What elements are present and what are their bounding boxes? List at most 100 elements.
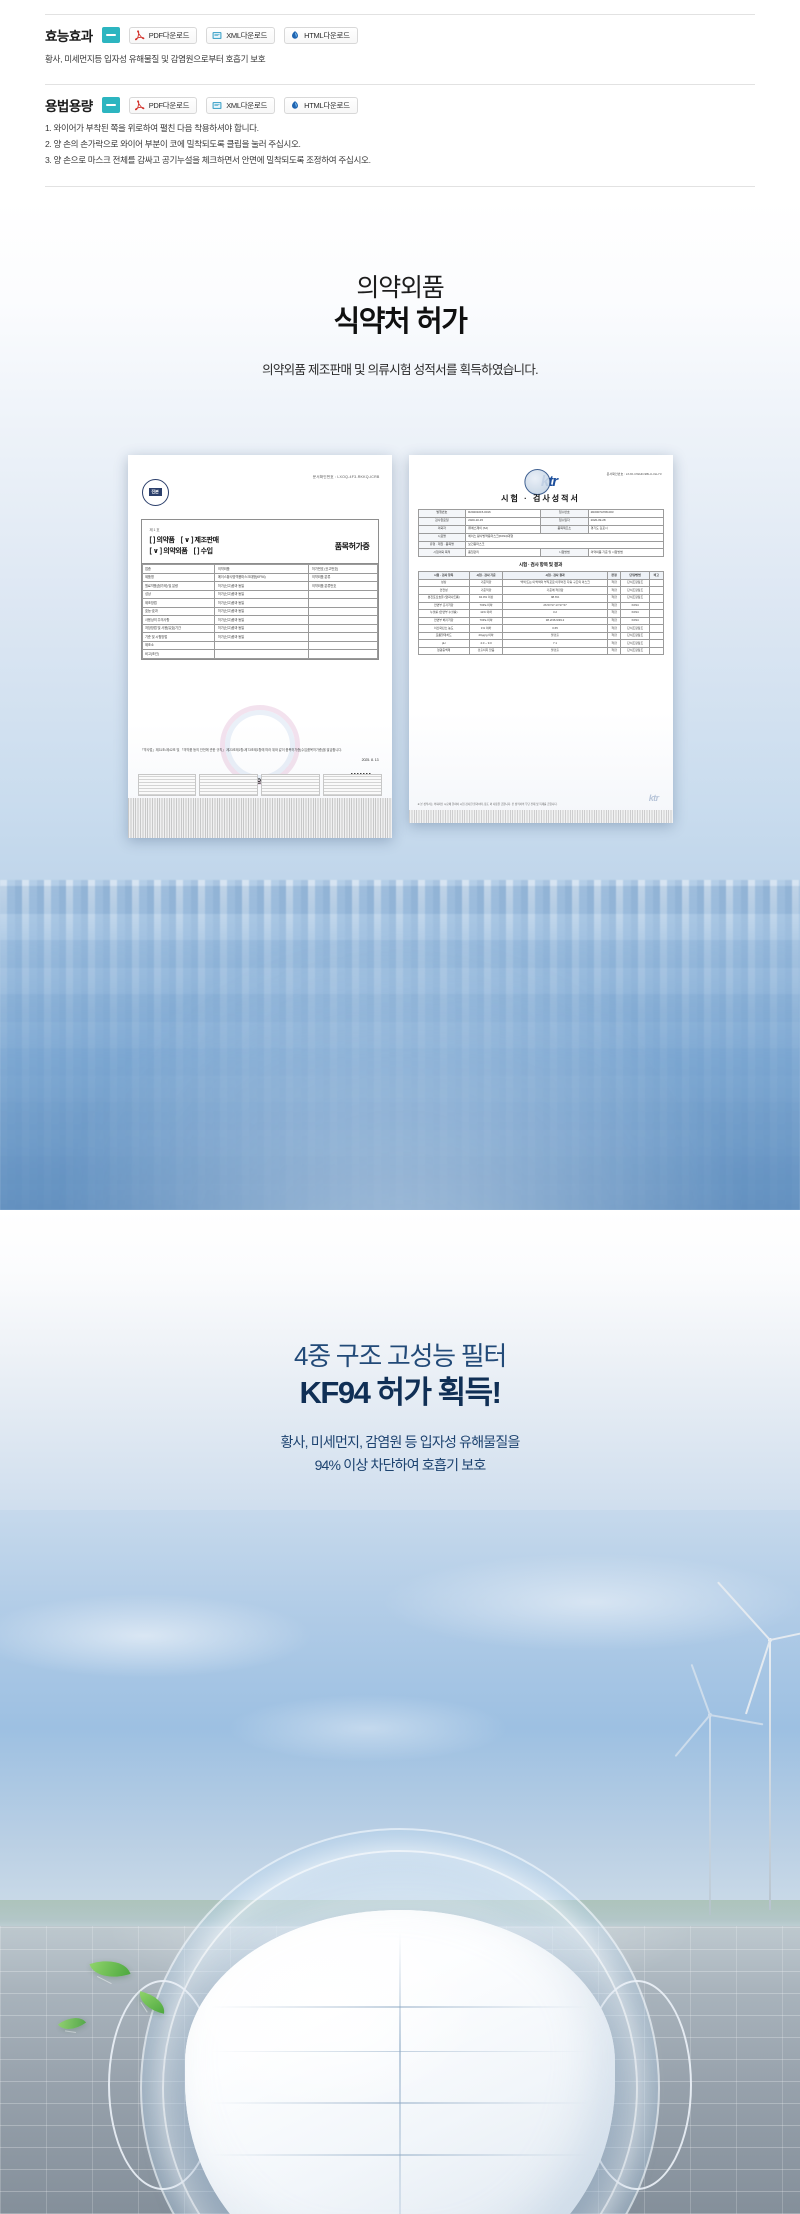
efficacy-collapse-toggle[interactable]	[101, 27, 120, 43]
license-check-2: [ ∨ ] 의약외품	[149, 548, 188, 556]
pdf-icon	[134, 99, 145, 110]
cell: KF94	[620, 601, 650, 611]
list-item	[199, 773, 258, 796]
row-extra	[308, 632, 378, 642]
dosage-body: 1. 와이어가 부착된 쪽을 위로하여 펼친 다음 착용하셔야 합니다. 2. …	[45, 121, 371, 169]
license-permit-box: 제 1 호 [ ] 의약품 [ ∨ ] 제조판매 [ ∨ ] 의약외품 [ ] …	[140, 518, 379, 660]
row-value: 허가(신고)증과 동일	[214, 615, 310, 625]
row-extra	[308, 623, 378, 634]
efficacy-pdf-download-button[interactable]: PDF다운로드	[128, 26, 198, 44]
table-row: 업종 의약외품 허가번호 (신고번호)	[141, 564, 378, 574]
report-results-title: 시험 · 검사 항목 및 결과	[519, 562, 562, 568]
row-key: 발행번호	[417, 508, 467, 518]
authenticity-stamp-icon: 진본	[141, 478, 169, 506]
efficacy-html-download-button[interactable]: HTML다운로드	[284, 26, 358, 44]
report-results-head: 시험 · 검사 항목 시험 · 검사 기준 시험 · 검사 결과 판정 단위/방…	[417, 571, 664, 580]
row-label: 성상	[141, 589, 216, 600]
certification-background-photo	[0, 880, 800, 1210]
row-value: ㈜에스제이 (SJ)	[465, 524, 541, 534]
cell: 적합	[606, 646, 622, 656]
table-row: 시료명 에이스 황사방역용마스크(KF94)대형	[417, 532, 664, 542]
row-label: 제품명	[141, 572, 216, 583]
efficacy-xml-label: XML다운로드	[226, 30, 268, 40]
license-check-col-left: [ ] 의약품 [ ∨ ] 제조판매 [ ∨ ] 의약외품 [ ] 수입	[150, 535, 329, 557]
row-value: 허가(신고)증과 동일	[214, 589, 310, 600]
certificate-manufacturing-license[interactable]: 문서확인번호 : LXOQ-4F3-RKKQ-ICRB 진본 제 1 호 [ ]…	[127, 454, 392, 838]
license-inner: 문서확인번호 : LXOQ-4F3-RKKQ-ICRB 진본 제 1 호 [ ]…	[127, 455, 392, 838]
cell: 적합	[606, 631, 622, 641]
certification-kicker: 의약외품	[356, 274, 444, 302]
report-title: 시험 · 검사성적서	[501, 493, 580, 503]
efficacy-xml-download-button[interactable]: XML다운로드	[206, 26, 276, 44]
cell: 70Pa 이하	[468, 616, 504, 626]
row-extra	[308, 615, 378, 625]
cell: 분진포집효율 (염화나트륨)	[417, 593, 470, 603]
row-key: 유형 · 재질 · 품목명	[417, 540, 467, 550]
row-value: 에이스황사방역용마스크대형(KF94)	[214, 572, 310, 583]
table-row: 포름알데히드 20μg/g 이하 불검출 적합 단서조항참조	[417, 631, 664, 641]
table-row: 제조방법 허가(신고)증과 동일	[141, 598, 378, 608]
cell	[648, 639, 664, 648]
license-check-2b: [ ] 수입	[193, 548, 213, 556]
table-row: 발행번호 R20201015-0016 접수번호 2R2007A708-003	[417, 508, 664, 518]
stamp-label: 진본	[148, 488, 162, 497]
kf94-mask-product-image	[185, 1910, 615, 2214]
report-results-body: 성상 기준적합 백색 또는 미백색의 부직포로 이루어진 다층 구조의 마스크 …	[417, 578, 664, 656]
cell: 성상	[417, 578, 470, 588]
row-value: 허가(신고)증과 동일	[214, 581, 310, 591]
cell: 불검출	[502, 631, 608, 641]
divider-top	[45, 14, 755, 15]
license-certificate-title: 품목허가증	[334, 541, 370, 551]
col-header: 시험 · 검사 기준	[468, 571, 504, 580]
license-legal-note-block: 「약사법」제31조・제42조 및 「의약품 등의 안전에 관한 규칙」 제23조…	[141, 748, 379, 764]
row-key2: 품목제조소	[540, 524, 589, 534]
row-value2: 의약외품 기준 및 시험방법	[587, 548, 664, 558]
ktr-logo: ktr	[523, 468, 558, 495]
row-key2: 접수일자	[540, 516, 589, 526]
license-check-1b: [ ∨ ] 제조판매	[180, 536, 219, 544]
dosage-title: 용법용량	[45, 99, 93, 114]
cell	[648, 646, 664, 656]
efficacy-pdf-label: PDF다운로드	[148, 30, 190, 40]
cell: 3.2	[502, 609, 608, 618]
cell	[648, 601, 664, 611]
kf94-heading: 4중 구조 고성능 필터 KF94 허가 획득! 황사, 미세먼지, 감염원 등…	[0, 1210, 800, 1476]
license-verify-code: 문서확인번호 : LXOQ-4F3-RKKQ-ICRB	[312, 474, 380, 479]
cell	[648, 593, 664, 603]
table-row: 원료약품(첨가제) 및 분량 허가(신고)증과 동일 의약외품 분류번호	[141, 581, 378, 591]
certification-subtitle: 의약외품 제조판매 및 의류시험 성적서를 획득하였습니다.	[262, 362, 539, 377]
license-permit-head: 제 1 호 [ ] 의약품 [ ∨ ] 제조판매 [ ∨ ] 의약외품 [ ] …	[141, 520, 378, 565]
cell: 적합	[606, 593, 622, 603]
windmill-right-far	[674, 1663, 764, 1915]
watermark-seal-icon	[219, 704, 300, 785]
row-value: 에이스 황사방역용마스크(KF94)대형	[465, 532, 664, 542]
cell: 20μg/g 이하	[468, 631, 504, 641]
dosage-pdf-download-button[interactable]: PDF다운로드	[128, 96, 198, 114]
row-extra	[308, 649, 378, 659]
row-value2: 2020-09-28	[587, 516, 664, 526]
license-page-thumbnails	[137, 773, 382, 796]
license-table-body: 업종 의약외품 허가번호 (신고번호) 제품명 에이스황사방역용마스크대형(KF…	[141, 564, 378, 659]
row-value: 의약외품	[214, 564, 310, 574]
row-value: 허가(신고)증과 동일	[214, 598, 310, 608]
table-row: 사용상의 주의사항 허가(신고)증과 동일	[141, 615, 378, 625]
dosage-header: 용법용량 PDF다운로드 XML다운로드	[45, 95, 358, 115]
cell: 적합	[606, 578, 622, 588]
dosage-collapse-toggle[interactable]	[101, 97, 120, 113]
dosage-xml-download-button[interactable]: XML다운로드	[206, 96, 276, 114]
col-header: 판정	[606, 571, 622, 580]
cell	[648, 609, 664, 618]
drug-info-section: 효능효과 PDF다운로드 XML다운로드	[0, 0, 800, 200]
row-value2: 경기도 김포시	[587, 524, 664, 534]
certificate-test-report[interactable]: 문서확인번호 : LXJO-CWHD-9BLU-3LLY3 ktr 시험 · 검…	[408, 454, 673, 823]
dosage-html-download-button[interactable]: HTML다운로드	[284, 96, 358, 114]
certification-heading: 의약외품 식약처 허가 의약외품 제조판매 및 의류시험 성적서를 획득하였습니…	[0, 200, 800, 378]
table-row: 성상 허가(신고)증과 동일	[141, 589, 378, 600]
ktr-seal-icon	[523, 468, 550, 495]
report-meta-body: 발행번호 R20201015-0016 접수번호 2R2007A708-003 …	[417, 508, 664, 558]
cell: 0.65	[502, 624, 608, 633]
table-row: 제조소	[141, 640, 378, 651]
kf94-description-line-1: 황사, 미세먼지, 감염원 등 입자성 유해물질을	[280, 1433, 520, 1450]
cell: 누설률 (안면부 누설률)	[417, 609, 470, 618]
ktr-watermark: ktr	[648, 792, 659, 803]
